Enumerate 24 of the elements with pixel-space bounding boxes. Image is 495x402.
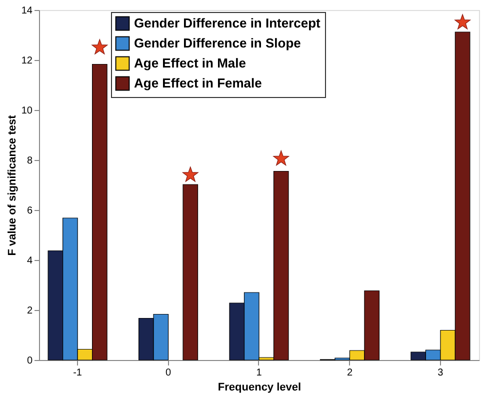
point: [273, 150, 290, 166]
legend-label: Gender Difference in Intercept: [134, 16, 322, 30]
point: [182, 166, 198, 182]
y-tick-label: 10: [21, 106, 33, 116]
x-tick-label: 0: [165, 368, 172, 378]
y-tick-label: 2: [26, 306, 33, 316]
y-tick-label: 4: [26, 256, 33, 266]
x-tick-label: 2: [346, 368, 353, 378]
x-tick-label: 1: [256, 368, 262, 378]
legend-label: Gender Difference in Slope: [134, 36, 301, 50]
bar: [182, 184, 198, 360]
y-tick-label: 0: [26, 356, 33, 366]
x-tick-label: -1: [73, 368, 82, 378]
y-tick-label: 6: [26, 206, 33, 216]
legend-label: Age Effect in Female: [134, 76, 262, 90]
y-tick-label: 14: [21, 6, 33, 16]
legend-label: Age Effect in Male: [134, 56, 246, 70]
point: [454, 14, 471, 30]
y-tick-label: 12: [21, 56, 33, 66]
y-axis-title: F value of significance test: [6, 114, 18, 256]
x-tick-label: 3: [438, 368, 444, 378]
point: [92, 39, 108, 54]
x-axis-title: Frequency level: [218, 382, 302, 394]
y-tick-label: 8: [26, 156, 33, 166]
